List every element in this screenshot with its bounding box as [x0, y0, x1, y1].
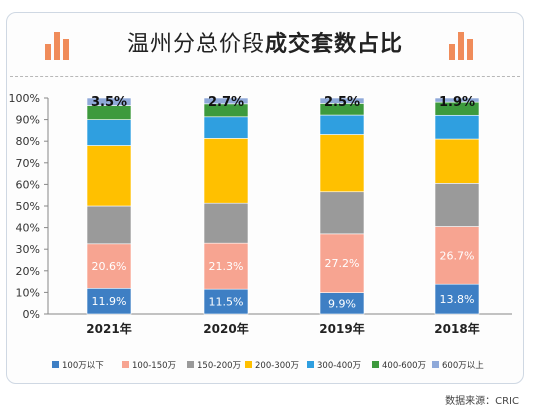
bar-segment — [86, 97, 132, 106]
x-tick-label: 2020年 — [203, 321, 248, 336]
chart-title: 温州分总价段成交套数占比 — [6, 26, 524, 58]
y-tick-label: 50% — [16, 200, 40, 213]
title-part-2: 成交套数占比 — [265, 32, 404, 57]
legend-label: 200-300万 — [255, 361, 299, 371]
data-label: 13.8% — [440, 293, 475, 306]
y-tick-label: 20% — [16, 265, 40, 278]
data-label: 26.7% — [440, 249, 475, 262]
data-label: 9.9% — [328, 297, 356, 310]
bar-segment — [319, 191, 365, 235]
legend-swatch — [52, 361, 59, 368]
legend-label: 100万以下 — [62, 361, 104, 371]
bar-chart-icon — [45, 32, 69, 60]
bar-segment — [434, 138, 480, 184]
y-tick-label: 100% — [9, 92, 40, 105]
y-tick-label: 30% — [16, 243, 40, 256]
bar-segment — [203, 97, 249, 105]
legend-swatch — [432, 361, 439, 368]
y-tick-label: 10% — [16, 286, 40, 299]
bar-segment — [434, 183, 480, 227]
data-label: 21.3% — [209, 260, 244, 273]
bar-segment — [203, 116, 249, 139]
y-tick-label: 80% — [16, 135, 40, 148]
bar-chart-icon — [449, 32, 473, 60]
bar-segment — [319, 114, 365, 135]
x-tick-label: 2019年 — [319, 321, 364, 336]
x-tick-label: 2021年 — [86, 321, 131, 336]
bar-segment — [203, 138, 249, 204]
data-label: 11.5% — [209, 296, 244, 309]
title-bar: 温州分总价段成交套数占比 — [6, 12, 524, 68]
legend-swatch — [245, 361, 252, 368]
x-tick-label: 2018年 — [434, 321, 479, 336]
legend-label: 150-200万 — [197, 361, 241, 371]
legend-swatch — [372, 361, 379, 368]
legend-swatch — [122, 361, 129, 368]
y-tick-label: 0% — [23, 308, 40, 321]
legend-label: 400-600万 — [382, 361, 426, 371]
title-part-1: 温州分总价段 — [126, 32, 265, 57]
bar-segment — [86, 145, 132, 207]
data-label: 20.6% — [92, 260, 127, 273]
legend-label: 600万以上 — [442, 361, 484, 371]
bar-segment — [203, 242, 249, 290]
bar-segment — [203, 288, 249, 315]
bar-segment — [86, 243, 132, 289]
data-label: 2.7% — [208, 95, 244, 110]
bar-segment — [434, 97, 480, 103]
legend-label: 300-400万 — [317, 361, 361, 371]
bar-segment — [319, 134, 365, 193]
data-label: 3.5% — [91, 95, 127, 110]
data-label: 1.9% — [439, 95, 475, 110]
y-tick-label: 70% — [16, 157, 40, 170]
source-note: 数据来源：CRIC — [445, 396, 519, 407]
y-tick-label: 60% — [16, 178, 40, 191]
stacked-bar-chart: 0% 10% 20% 30% 40% 50% 60% 70% 80% 90% 100% 11.9% 2… — [9, 92, 512, 371]
legend-label: 100-150万 — [132, 361, 176, 371]
y-tick-label: 40% — [16, 222, 40, 235]
bar-segment — [319, 97, 365, 104]
data-label: 11.9% — [92, 295, 127, 308]
bar-segment — [434, 114, 480, 140]
legend-swatch — [187, 361, 194, 368]
bar-segment — [434, 283, 480, 315]
legend-swatch — [307, 361, 314, 368]
bar-segment — [86, 287, 132, 315]
y-tick-label: 90% — [16, 114, 40, 127]
bar-segment — [86, 119, 132, 146]
bar-segment — [319, 233, 365, 293]
data-label: 2.5% — [324, 95, 360, 110]
bar-segment — [86, 205, 132, 245]
title-divider — [10, 76, 520, 77]
data-label: 27.2% — [325, 257, 360, 270]
bar-segment — [203, 202, 249, 244]
